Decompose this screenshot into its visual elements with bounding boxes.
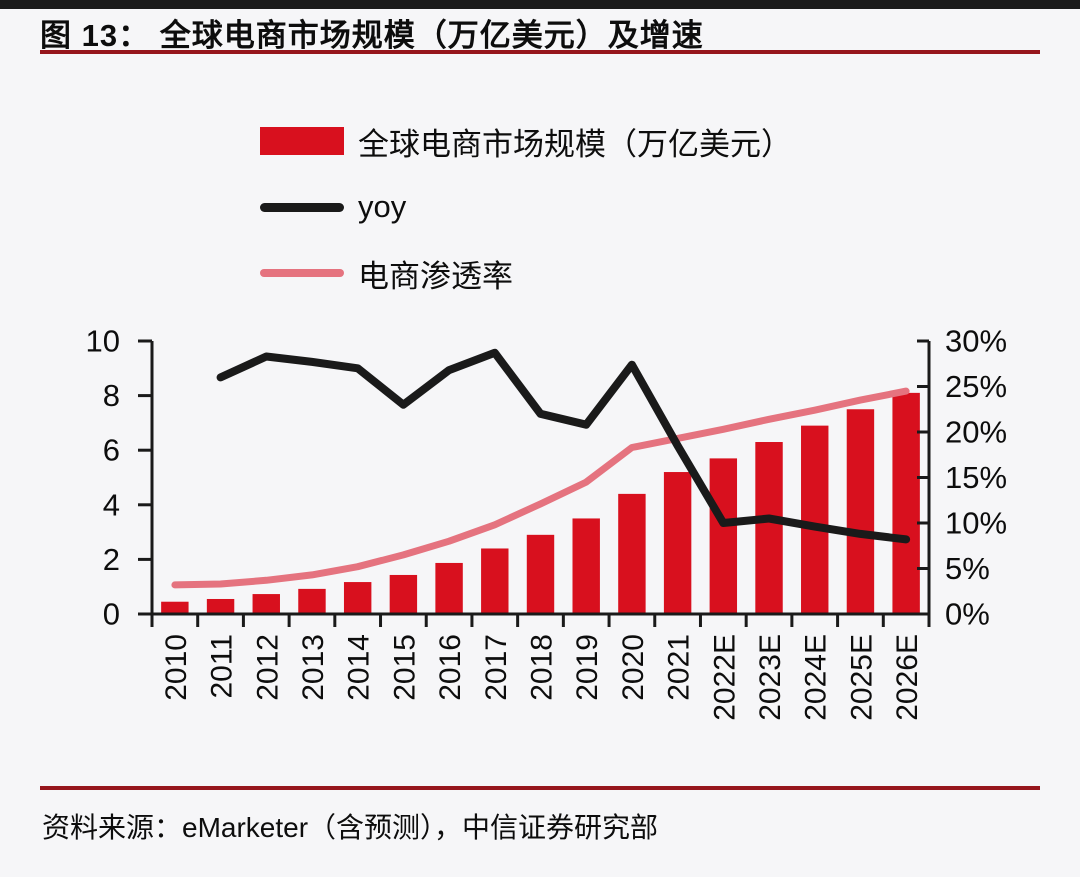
yoy-line: [216, 348, 911, 544]
x-axis-label-2020: 2020: [617, 634, 650, 701]
x-axis-label-2012: 2012: [251, 634, 284, 701]
market-size-bar-2013: [298, 588, 326, 614]
left-tick-label: 4: [103, 487, 120, 522]
market-size-bar-2010: [161, 601, 189, 614]
x-axis-label-2023E: 2023E: [754, 634, 787, 721]
market-size-bar-2014: [343, 582, 372, 614]
legend-label-yoy: yoy: [358, 189, 407, 224]
penetration-line-swatch: [260, 269, 344, 277]
market-size-bar-2020: [618, 493, 646, 614]
market-size-bar-2025E: [846, 409, 875, 614]
market-size-bar-2012: [252, 594, 280, 614]
x-axis-label-2016: 2016: [434, 634, 467, 701]
top-black-bar: [0, 0, 1080, 9]
market-size-bar-2026E: [892, 392, 920, 614]
legend-item-market-size: 全球电商市场规模（万亿美元）: [260, 108, 792, 174]
right-tick-label: 25%: [945, 369, 1007, 404]
left-tick-label: 10: [86, 324, 120, 359]
market-size-bar-2023E: [755, 442, 783, 614]
x-axis-label-2014: 2014: [343, 634, 376, 701]
penetration-line: [171, 387, 910, 589]
left-tick-label: 2: [103, 542, 120, 577]
left-tick-label: 8: [103, 378, 120, 413]
market-size-bar-2017: [481, 548, 509, 614]
market-size-bar-2011: [206, 598, 235, 614]
right-tick-label: 0%: [945, 597, 990, 632]
legend-label-penetration: 电商渗透率: [358, 258, 513, 294]
title-underline: [40, 50, 1040, 54]
market-size-bar-2022E: [709, 458, 738, 614]
right-tick-label: 30%: [945, 324, 1007, 359]
market-size-bar-2024E: [801, 425, 829, 614]
x-axis-label-2021: 2021: [663, 634, 696, 701]
x-axis-label-2017: 2017: [480, 634, 513, 701]
left-tick-label: 0: [103, 597, 120, 632]
legend-item-yoy: yoy: [260, 174, 792, 240]
market-size-bar-2018: [526, 534, 555, 614]
legend: 全球电商市场规模（万亿美元） yoy 电商渗透率: [260, 108, 792, 306]
market-size-bar-2021: [663, 472, 692, 614]
x-axis-label-2022E: 2022E: [708, 634, 741, 721]
right-tick-label: 5%: [945, 551, 990, 586]
x-axis-label-2025E: 2025E: [845, 634, 878, 721]
source-line: 资料来源：eMarketer（含预测），中信证券研究部: [42, 812, 659, 843]
x-axis-label-2015: 2015: [388, 634, 421, 701]
figure-title: 图 13： 全球电商市场规模（万亿美元）及增速: [40, 18, 704, 53]
market-size-swatch: [260, 127, 344, 155]
market-size-bar-2019: [572, 518, 600, 614]
x-axis-label-2019: 2019: [571, 634, 604, 701]
x-axis-label-2018: 2018: [526, 634, 559, 701]
market-size-bar-2016: [435, 562, 463, 614]
legend-label-market-size: 全球电商市场规模（万亿美元）: [358, 126, 792, 162]
right-tick-label: 15%: [945, 460, 1007, 495]
x-axis-label-2011: 2011: [206, 634, 239, 699]
x-axis-label-2010: 2010: [160, 634, 193, 701]
right-tick-label: 20%: [945, 415, 1007, 450]
market-size-bar-2015: [389, 574, 418, 614]
right-tick-label: 10%: [945, 506, 1007, 541]
x-axis-label-2013: 2013: [297, 634, 330, 701]
bottom-rule: [40, 786, 1040, 790]
x-axis-label-2024E: 2024E: [800, 634, 833, 721]
x-axis-label-2026E: 2026E: [891, 634, 924, 721]
yoy-line-swatch: [260, 202, 344, 212]
left-tick-label: 6: [103, 433, 120, 468]
legend-item-penetration: 电商渗透率: [260, 240, 792, 306]
